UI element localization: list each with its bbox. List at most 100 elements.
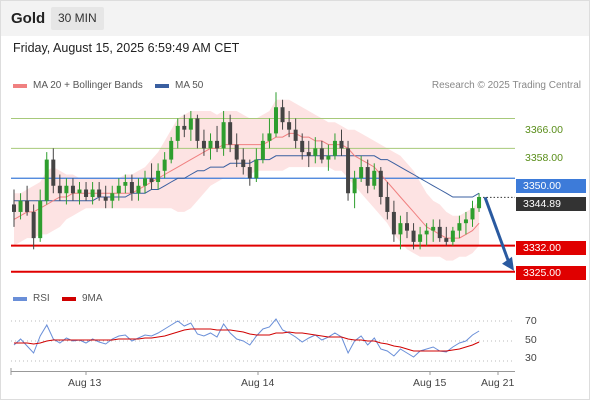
x-tick-aug14: Aug 14 [241,377,275,389]
candle-body [437,226,442,239]
forecast-arrow-head [502,256,514,271]
credit-label: Research © 2025 Trading Central [431,80,581,91]
candle-body [254,159,259,179]
candle-body [182,125,187,130]
candle-body [411,230,416,242]
candle-body [77,189,82,194]
candle-body [70,185,75,194]
candle-body [175,125,180,141]
candle-body [44,159,49,201]
candle-body [234,144,239,160]
candle-body [319,148,324,160]
candle-body [391,211,396,235]
candle-body [149,178,154,183]
rsi-ma-line [14,328,480,352]
candle-body [25,200,30,212]
candle-body [431,226,436,231]
legend-rsi: RSI [13,293,50,304]
candle-body [221,122,226,149]
candle-body [405,223,409,231]
instrument-title: Gold [11,10,46,27]
candle-body [470,208,475,220]
candle-body [136,185,141,194]
rsi-ma-swatch [62,296,76,301]
legend-ma20-label: MA 20 + Bollinger Bands [33,80,143,91]
candle-body [208,140,213,149]
candle-body [260,140,265,160]
candle-body [110,193,115,201]
candle-body [287,122,292,130]
candle-body [129,182,134,194]
timeframe-button[interactable]: 30 MIN [51,7,104,30]
candle-body [418,234,423,242]
candle-body [116,185,121,194]
candle-body [201,140,206,149]
candle-body [359,167,364,179]
candle-body [300,140,305,153]
candle-body [457,223,462,231]
candle-body [228,122,233,145]
candle-body [424,230,429,235]
candle-body [372,170,377,186]
current-price-badge: 3344.89 [516,197,586,211]
candle-body [477,196,482,209]
candle-body [398,223,403,235]
ma50-swatch [155,83,169,88]
candle-body [346,148,351,194]
candle-body [169,140,174,160]
candle-body [267,133,272,141]
candle-body [51,159,56,186]
candle-body [339,140,344,149]
candle-body [84,189,89,197]
candle-body [97,189,102,197]
candle-body [365,167,370,186]
candle-body [57,185,62,194]
legend-rsi-ma-label: 9MA [82,293,103,304]
x-tick-aug15: Aug 15 [413,377,447,389]
rsi-swatch [13,296,27,301]
x-tick-aug21: Aug 21 [481,377,515,389]
level-badge-3325: 3325.00 [516,266,586,280]
candle-body [450,230,455,242]
candle-body [274,107,278,134]
legend-ma50-label: MA 50 [175,80,204,91]
rsi-tick-30: 30 [525,352,537,364]
candle-body [123,182,128,186]
candle-body [313,148,318,156]
forecast-arrow-shaft [483,196,511,264]
candle-body [162,159,167,171]
candle-body [378,170,383,197]
candle-body [280,107,285,123]
datetime-label: Friday, August 15, 2025 6:59:49 AM CET [13,41,240,55]
candle-body [385,196,390,212]
candle-body [444,238,449,242]
rsi-tick-50: 50 [525,334,537,346]
candle-body [90,189,95,197]
candle-body [188,118,193,130]
candle-body [293,129,298,141]
legend-rsi-label: RSI [33,293,50,304]
legend-ma50: MA 50 [155,80,203,91]
ma20-swatch [13,83,27,88]
level-label-3358: 3358.00 [525,152,563,164]
legend-ma20: MA 20 + Bollinger Bands [13,80,143,91]
candle-body [195,118,200,141]
candle-body [326,155,331,160]
bollinger-band [14,99,480,261]
candle-body [156,170,161,183]
candle-body [306,152,311,156]
ma50-line [14,155,480,202]
candle-body [64,185,69,194]
candle-body [463,219,468,224]
rsi-tick-70: 70 [525,315,537,327]
level-label-3366: 3366.00 [525,124,563,136]
level-badge-3332: 3332.00 [516,241,586,255]
candle-body [18,200,23,212]
level-badge-3350: 3350.00 [516,179,586,193]
candle-body [332,140,337,156]
x-tick-aug13: Aug 13 [68,377,102,389]
legend-rsi-ma: 9MA [62,293,103,304]
candle-body [103,196,108,201]
candle-body [215,140,220,149]
